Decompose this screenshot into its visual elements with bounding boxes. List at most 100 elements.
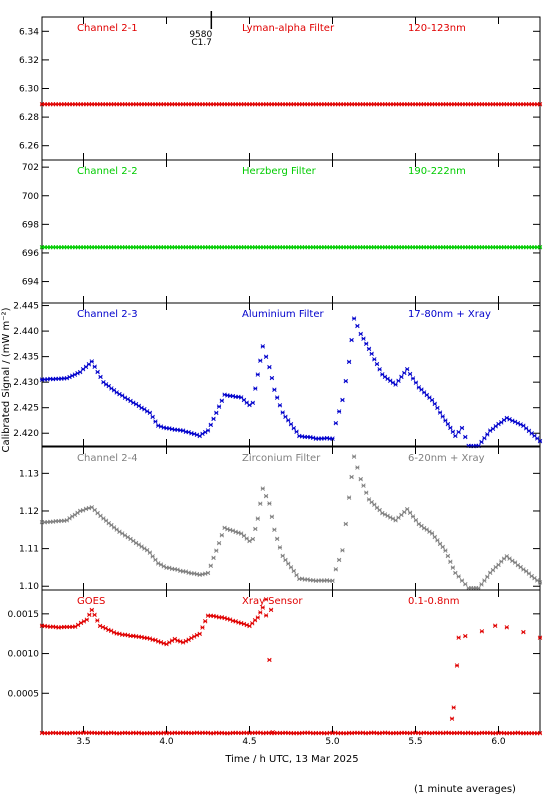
data-point	[340, 397, 345, 403]
panel-frame	[41, 16, 541, 161]
data-point	[453, 570, 458, 576]
data-point	[269, 514, 275, 519]
data-point	[404, 366, 410, 372]
x-tick-label: 3.5	[76, 737, 90, 747]
data-point	[333, 567, 339, 572]
data-point	[443, 418, 448, 423]
data-point	[440, 414, 445, 419]
data-point	[253, 526, 258, 532]
data-point	[274, 395, 280, 400]
y-tick-label: 6.30	[19, 85, 39, 95]
data-point	[263, 354, 269, 359]
data-point	[429, 397, 435, 403]
data-point	[440, 544, 445, 550]
y-tick-label: 702	[22, 163, 39, 173]
data-point	[537, 438, 543, 444]
data-point	[153, 419, 158, 424]
x-tick-label: 4.5	[242, 737, 256, 747]
data-point	[286, 561, 291, 566]
data-point	[340, 548, 345, 553]
data-point	[479, 439, 484, 445]
data-point	[250, 536, 256, 542]
data-point	[272, 527, 277, 532]
y-tick-label: 2.445	[13, 302, 39, 312]
data-point	[537, 730, 543, 736]
y-axis-title: Calibrated Signal / (mW m⁻²)	[1, 307, 12, 452]
data-point	[349, 337, 354, 343]
y-tick-label: 694	[22, 278, 39, 288]
data-point	[399, 374, 404, 380]
data-point	[382, 374, 388, 380]
filter-label: Lyman-alpha Filter	[242, 23, 335, 34]
x-tick-label: 5.0	[325, 737, 340, 747]
data-point	[283, 557, 288, 563]
data-point	[258, 610, 263, 615]
data-point	[463, 633, 468, 639]
data-point	[361, 336, 366, 341]
data-point	[456, 429, 461, 435]
data-point	[291, 425, 296, 431]
data-point	[280, 553, 285, 559]
y-tick-label: 1.12	[19, 507, 39, 517]
data-point	[369, 351, 374, 357]
data-point	[485, 432, 490, 437]
data-point	[504, 625, 510, 630]
data-point	[89, 359, 95, 364]
data-point	[255, 615, 261, 620]
data-point	[219, 533, 225, 538]
data-point	[454, 663, 460, 668]
data-point	[230, 393, 236, 399]
y-tick-label: 2.435	[13, 353, 39, 363]
channel-label: Channel 2-1	[77, 23, 138, 34]
data-point	[463, 581, 468, 587]
data-point	[267, 501, 272, 506]
data-point	[349, 474, 354, 480]
data-point	[153, 557, 158, 563]
y-tick-label: 696	[22, 249, 39, 259]
filter-label: Herzberg Filter	[242, 166, 317, 177]
data-point	[269, 375, 275, 381]
data-point	[288, 565, 294, 570]
data-point	[456, 635, 461, 640]
y-tick-label: 1.13	[19, 469, 39, 479]
data-point	[125, 632, 130, 638]
data-point	[277, 403, 283, 408]
y-tick-label: 2.440	[13, 327, 39, 337]
data-point	[435, 538, 440, 543]
panel-frame	[41, 159, 541, 304]
data-point	[479, 629, 485, 634]
data-point	[432, 401, 437, 407]
data-point	[372, 357, 377, 362]
data-point	[336, 409, 342, 414]
band-label: 120-123nm	[408, 23, 466, 34]
data-point	[333, 420, 339, 426]
data-point	[537, 580, 543, 585]
band-label: 6-20nm + Xray	[408, 453, 485, 464]
data-point	[268, 607, 274, 613]
data-point	[89, 607, 95, 613]
data-point	[450, 429, 456, 435]
data-point	[482, 578, 487, 583]
data-point	[432, 534, 437, 540]
data-point	[87, 612, 92, 618]
data-point	[280, 410, 285, 415]
panel-3: 2.420 2.425 2.430 2.435 2.440 2.445 Channel 2-…	[13, 302, 543, 449]
x-tick-label: 4.0	[159, 737, 174, 747]
data-point	[366, 346, 372, 352]
data-point	[451, 705, 456, 710]
data-point	[445, 553, 451, 559]
data-point	[214, 548, 219, 553]
data-point	[294, 572, 299, 578]
panel-frame	[41, 589, 541, 734]
event-marker-label: C1.7	[191, 38, 212, 48]
channel-label: Channel 2-3	[77, 309, 138, 320]
data-point	[463, 434, 468, 440]
data-point	[456, 574, 461, 579]
data-point	[216, 404, 222, 409]
data-point	[147, 410, 153, 416]
data-point	[150, 554, 155, 559]
data-point	[250, 400, 256, 406]
data-point	[247, 402, 252, 408]
y-tick-label: 1.11	[19, 545, 39, 555]
